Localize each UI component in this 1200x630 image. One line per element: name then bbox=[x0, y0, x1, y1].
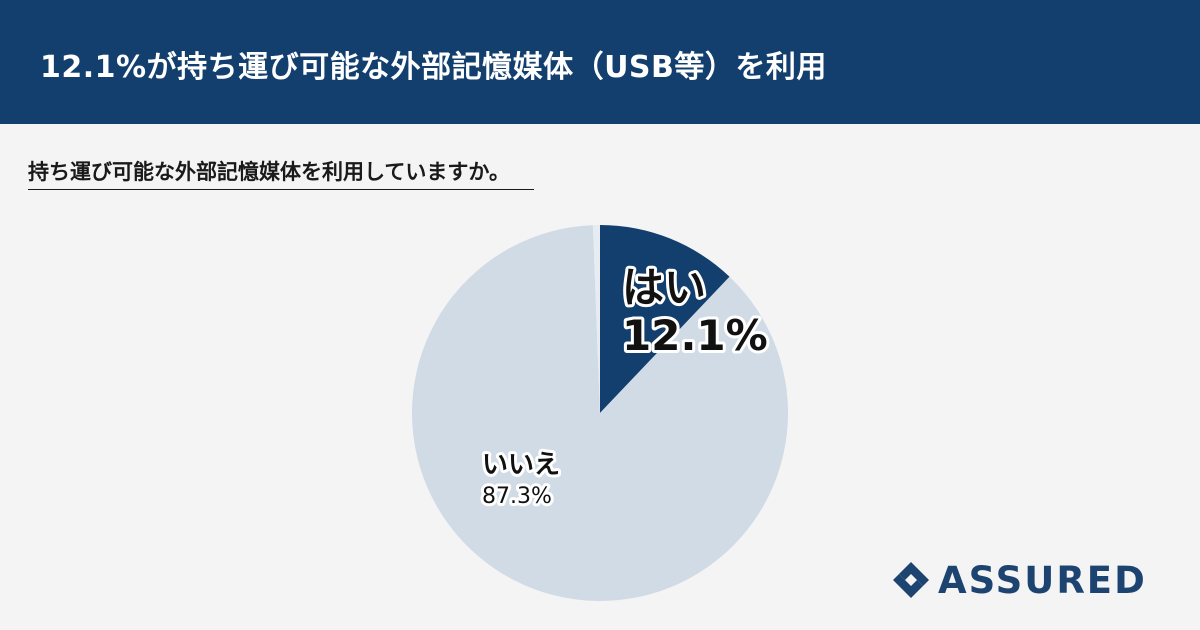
survey-question: 持ち運び可能な外部記憶媒体を利用していますか。 bbox=[28, 156, 534, 190]
slice-label-no-group: いいえ 87.3% bbox=[479, 447, 563, 512]
pie-slice-yes bbox=[600, 225, 730, 413]
brand-name: ASSURED bbox=[938, 558, 1147, 602]
slice-label-no: いいえ bbox=[482, 450, 560, 480]
slice-value-yes: 12.1% bbox=[622, 311, 768, 360]
header-banner: 12.1%が持ち運び可能な外部記憶媒体（USB等）を利用 bbox=[0, 0, 1200, 124]
pie-slice-other bbox=[592, 225, 600, 413]
assured-mark-icon bbox=[893, 562, 929, 598]
slice-label-yes-group: はい 12.1% bbox=[619, 260, 771, 363]
page-title: 12.1%が持ち運び可能な外部記憶媒体（USB等）を利用 bbox=[40, 50, 827, 85]
pie-slices bbox=[412, 225, 788, 601]
slice-label-yes: はい bbox=[622, 263, 706, 312]
pie-slice-no bbox=[412, 225, 788, 601]
assured-logo: ASSURED bbox=[890, 558, 1147, 602]
slice-value-no: 87.3% bbox=[482, 484, 552, 509]
